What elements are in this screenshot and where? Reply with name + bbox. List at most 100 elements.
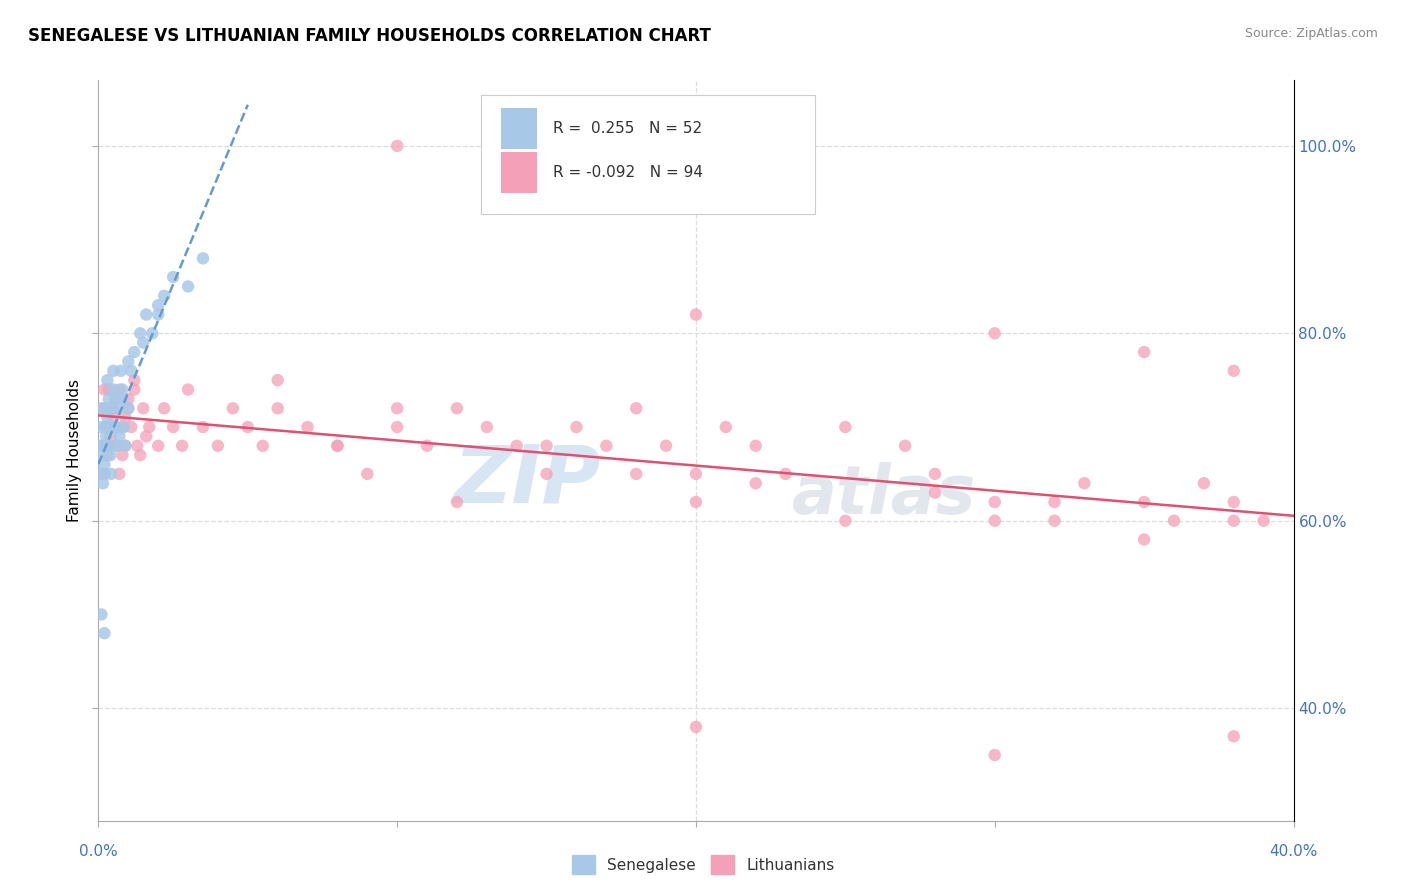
Text: 0.0%: 0.0% — [79, 844, 118, 859]
Point — [984, 495, 1007, 509]
Point — [1043, 495, 1066, 509]
Point — [91, 448, 114, 462]
Point — [1223, 514, 1246, 528]
Point — [110, 364, 132, 378]
Point — [595, 439, 617, 453]
Point — [111, 383, 134, 397]
Point — [162, 270, 184, 285]
Point — [124, 383, 146, 397]
Point — [97, 392, 120, 406]
Point — [141, 326, 163, 341]
Point — [114, 439, 136, 453]
Point — [153, 289, 176, 303]
Point — [1133, 345, 1156, 359]
Point — [1223, 729, 1246, 743]
Point — [93, 467, 115, 481]
Point — [745, 476, 768, 491]
Point — [446, 401, 468, 416]
Point — [1133, 533, 1156, 547]
Point — [94, 439, 117, 453]
Point — [984, 514, 1007, 528]
Point — [114, 439, 136, 453]
Point — [90, 467, 112, 481]
Point — [326, 439, 349, 453]
Point — [96, 439, 118, 453]
Point — [111, 392, 134, 406]
Point — [446, 495, 468, 509]
Point — [93, 467, 115, 481]
Point — [385, 420, 409, 434]
Text: 40.0%: 40.0% — [1270, 844, 1317, 859]
Point — [162, 420, 184, 434]
Point — [96, 373, 118, 387]
Point — [104, 392, 127, 406]
Point — [138, 420, 160, 434]
Point — [124, 345, 146, 359]
Point — [475, 420, 498, 434]
Point — [924, 485, 946, 500]
Point — [207, 439, 229, 453]
Point — [626, 467, 648, 481]
Point — [685, 720, 707, 734]
Point — [107, 439, 129, 453]
Point — [98, 448, 122, 462]
Point — [416, 439, 439, 453]
Point — [117, 401, 139, 416]
Point — [745, 439, 768, 453]
Point — [98, 401, 121, 416]
Point — [626, 401, 648, 416]
Text: Source: ZipAtlas.com: Source: ZipAtlas.com — [1244, 27, 1378, 40]
Point — [91, 476, 114, 491]
Point — [177, 383, 200, 397]
Point — [148, 298, 170, 312]
Point — [97, 420, 120, 434]
Point — [96, 448, 118, 462]
Point — [103, 410, 125, 425]
Point — [89, 439, 111, 453]
Point — [1223, 364, 1246, 378]
Point — [1073, 476, 1095, 491]
Point — [127, 439, 149, 453]
Y-axis label: Family Households: Family Households — [66, 379, 82, 522]
Point — [267, 401, 290, 416]
Point — [94, 420, 117, 434]
Point — [132, 401, 155, 416]
Point — [536, 439, 558, 453]
FancyBboxPatch shape — [501, 153, 537, 194]
Point — [356, 467, 378, 481]
Point — [894, 439, 917, 453]
Point — [108, 383, 131, 397]
Point — [1223, 495, 1246, 509]
Text: R = -0.092   N = 94: R = -0.092 N = 94 — [553, 165, 703, 180]
Text: R =  0.255   N = 52: R = 0.255 N = 52 — [553, 121, 702, 136]
Point — [117, 392, 139, 406]
Text: SENEGALESE VS LITHUANIAN FAMILY HOUSEHOLDS CORRELATION CHART: SENEGALESE VS LITHUANIAN FAMILY HOUSEHOL… — [28, 27, 711, 45]
Point — [177, 279, 200, 293]
Point — [297, 420, 319, 434]
Legend: Senegalese, Lithuanians: Senegalese, Lithuanians — [565, 849, 841, 880]
Point — [191, 420, 214, 434]
Point — [135, 308, 157, 322]
Point — [90, 607, 112, 622]
Text: atlas: atlas — [792, 462, 976, 528]
Point — [96, 401, 118, 416]
Point — [96, 410, 118, 425]
Point — [103, 401, 125, 416]
Text: ZIP: ZIP — [453, 441, 600, 519]
Point — [91, 439, 114, 453]
Point — [105, 420, 128, 434]
Point — [97, 439, 120, 453]
Point — [536, 467, 558, 481]
Point — [120, 420, 142, 434]
Point — [148, 439, 170, 453]
Point — [103, 383, 125, 397]
Point — [103, 364, 125, 378]
Point — [1043, 514, 1066, 528]
FancyBboxPatch shape — [501, 108, 537, 149]
Point — [94, 420, 117, 434]
Point — [111, 420, 134, 434]
Point — [252, 439, 274, 453]
Point — [1253, 514, 1275, 528]
Point — [98, 420, 122, 434]
Point — [105, 420, 128, 434]
